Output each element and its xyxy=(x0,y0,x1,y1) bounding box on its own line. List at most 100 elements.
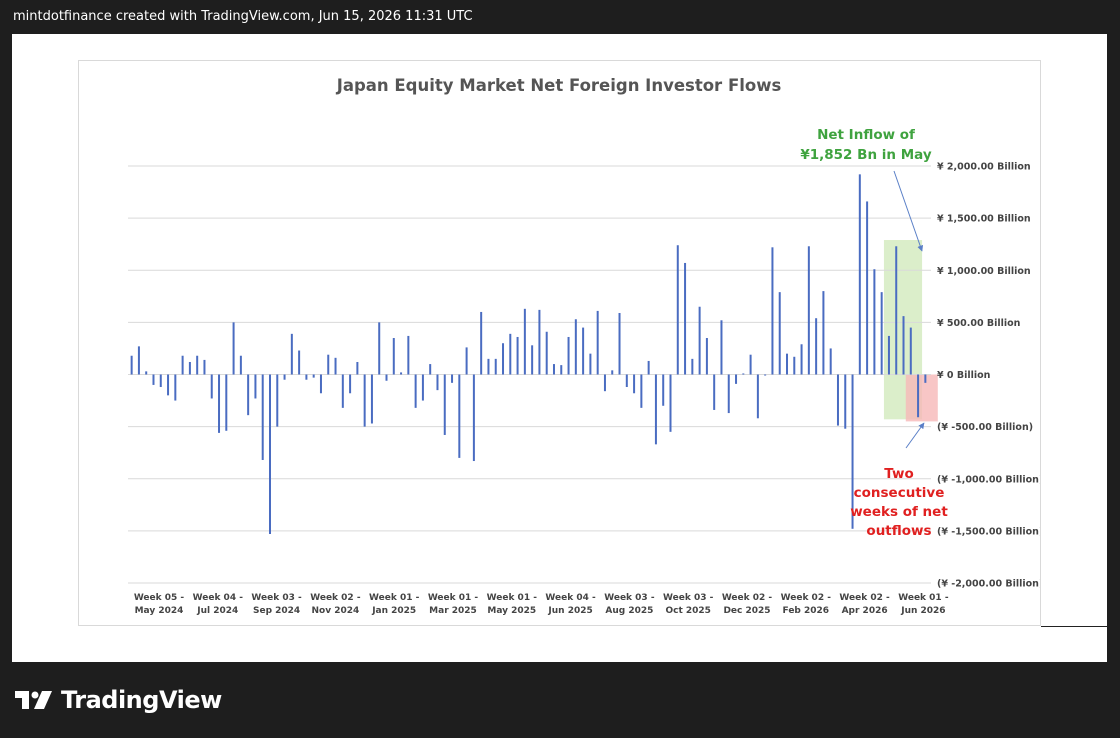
x-tick-label: Week 04 - xyxy=(193,593,244,603)
y-tick-label: (¥ -1,000.00 Billion) xyxy=(937,474,1040,485)
bar xyxy=(531,345,534,375)
bar xyxy=(545,331,548,375)
x-tick-label: Apr 2026 xyxy=(842,606,888,616)
bar xyxy=(167,374,170,396)
y-tick-label: ¥ 2,000.00 Billion xyxy=(937,162,1031,173)
outflow-arrow xyxy=(905,422,925,449)
tradingview-logo-icon xyxy=(15,691,52,709)
bar xyxy=(451,374,454,383)
bar xyxy=(902,316,905,375)
x-tick-label: Week 03 - xyxy=(663,593,714,603)
x-tick-label: May 2024 xyxy=(135,606,184,616)
bar xyxy=(552,364,555,375)
bar xyxy=(290,333,293,375)
bar xyxy=(392,338,395,375)
bar xyxy=(480,311,483,375)
bar xyxy=(793,356,796,375)
bar xyxy=(698,306,701,375)
bar xyxy=(363,374,366,427)
chart-card: ¥ 2,000.00 Billion ¥ 1,500.00 Billion ¥ 1,… xyxy=(78,60,1041,626)
bar xyxy=(487,358,490,375)
bar xyxy=(640,374,643,408)
x-tick-label: May 2025 xyxy=(487,606,536,616)
inflow-annotation: ¥1,852 Bn in May xyxy=(800,147,931,163)
bar xyxy=(917,374,920,418)
bar xyxy=(909,327,912,375)
bar xyxy=(305,374,308,380)
bar xyxy=(822,291,825,375)
bar xyxy=(210,374,213,399)
bar xyxy=(858,174,861,375)
bar xyxy=(516,336,519,375)
bar xyxy=(400,372,403,375)
y-tick-label: ¥ 500.00 Billion xyxy=(937,318,1021,329)
bar xyxy=(887,335,890,375)
bar xyxy=(298,350,301,375)
bar xyxy=(494,358,497,375)
bar xyxy=(603,374,606,392)
x-tick-label: Oct 2025 xyxy=(665,606,710,616)
bar xyxy=(232,322,235,375)
x-tick-label: Week 01 - xyxy=(487,593,538,603)
x-tick-label: Week 03 - xyxy=(604,593,655,603)
bar-chart: ¥ 2,000.00 Billion ¥ 1,500.00 Billion ¥ 1,… xyxy=(128,76,1040,616)
outflow-annotation: outflows xyxy=(866,523,931,539)
bar xyxy=(749,354,752,375)
y-tick-label: ¥ 1,000.00 Billion xyxy=(937,266,1031,277)
bar xyxy=(684,262,687,375)
x-tick-label: Feb 2026 xyxy=(783,606,830,616)
bar xyxy=(691,358,694,375)
bar xyxy=(356,361,359,375)
bar xyxy=(851,374,854,529)
bar xyxy=(196,355,199,375)
bar xyxy=(472,374,475,462)
y-tick-label: ¥ 0 Billion xyxy=(937,370,991,381)
bar xyxy=(582,327,585,375)
bar xyxy=(815,318,818,375)
bar xyxy=(502,343,505,375)
bar xyxy=(385,374,388,381)
bar xyxy=(421,374,424,401)
bar xyxy=(159,374,162,388)
bar xyxy=(429,364,432,375)
bar xyxy=(276,374,279,427)
y-tick-label: (¥ -500.00 Billion) xyxy=(937,422,1033,433)
bar xyxy=(866,201,869,375)
x-tick-label: Jun 2026 xyxy=(900,606,945,616)
bar xyxy=(771,247,774,375)
x-tick-label: Aug 2025 xyxy=(605,606,653,616)
bar xyxy=(247,374,250,416)
bar xyxy=(756,374,759,419)
outflow-annotation: Two xyxy=(884,466,913,482)
x-tick-label: Week 02 - xyxy=(310,593,361,603)
bar xyxy=(239,355,242,375)
bar xyxy=(662,374,665,406)
bar xyxy=(800,344,803,375)
bar xyxy=(836,374,839,426)
inflow-annotation: Net Inflow of xyxy=(817,127,915,143)
tradingview-logo[interactable]: TradingView xyxy=(15,686,222,714)
bar xyxy=(786,353,789,375)
bar xyxy=(895,246,898,375)
bar xyxy=(742,373,745,375)
bar xyxy=(647,360,650,375)
bar-layer xyxy=(130,174,927,535)
inflow-arrow xyxy=(893,170,924,252)
bar xyxy=(349,374,352,394)
bar xyxy=(720,320,723,375)
bar xyxy=(268,374,271,535)
bar xyxy=(727,374,730,414)
x-tick-label: Week 01 - xyxy=(369,593,420,603)
bar xyxy=(735,374,738,384)
bar xyxy=(458,374,461,458)
frame-edge-line xyxy=(1041,626,1107,627)
bar xyxy=(560,365,563,375)
x-tick-label: Jan 2025 xyxy=(371,606,416,616)
bar xyxy=(370,374,373,424)
bar xyxy=(436,374,439,391)
bar xyxy=(334,357,337,375)
bar xyxy=(676,245,679,375)
bar xyxy=(261,374,264,460)
x-tick-label: Week 04 - xyxy=(545,593,596,603)
bar xyxy=(414,374,417,408)
